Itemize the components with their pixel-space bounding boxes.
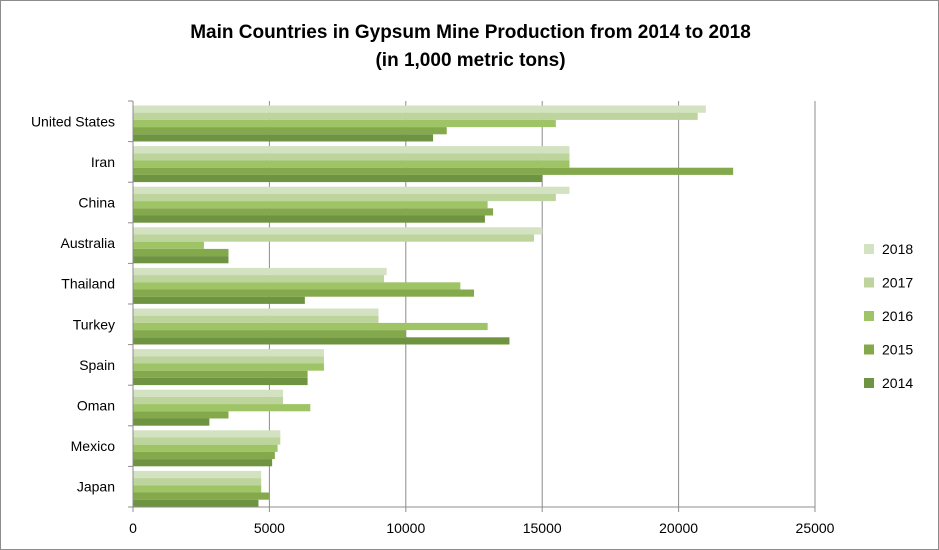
bar [133, 289, 474, 297]
x-tick-label: 10000 [386, 520, 425, 536]
x-tick-label: 0 [129, 520, 137, 536]
bars [133, 105, 734, 507]
bar [133, 248, 229, 257]
bar [133, 444, 278, 452]
bar [133, 153, 570, 161]
bar [133, 127, 447, 135]
bar [133, 160, 570, 168]
bar [133, 105, 706, 113]
bar [133, 134, 434, 142]
x-tick-label: 5000 [254, 520, 285, 536]
bar [133, 296, 305, 304]
bar [133, 330, 406, 338]
bar [133, 167, 734, 175]
legend-swatch [864, 311, 874, 321]
bar [133, 215, 485, 223]
category-label: China [78, 195, 115, 211]
x-tick-label: 25000 [796, 520, 835, 536]
bar [133, 377, 308, 386]
category-label: Australia [61, 235, 116, 251]
legend-swatch [864, 378, 874, 388]
bar [133, 234, 535, 242]
category-label: United States [31, 113, 115, 129]
bar [133, 119, 556, 128]
legend-label: 2014 [882, 375, 913, 391]
bar [133, 459, 273, 467]
category-labels: United States Iran China Australia Thailand T… [31, 113, 115, 494]
legend-swatch [864, 277, 874, 288]
bar [133, 396, 284, 405]
bar [133, 485, 262, 493]
bar [133, 315, 379, 323]
legend-swatch [864, 344, 874, 355]
bar [133, 322, 488, 331]
category-label: Spain [79, 357, 115, 373]
bar [133, 363, 324, 371]
chart-subtitle: (in 1,000 metric tons) [375, 50, 566, 71]
bar [133, 227, 543, 235]
bar [133, 337, 510, 345]
bar [133, 430, 281, 438]
legend-label: 2018 [882, 241, 913, 257]
axes [128, 100, 816, 512]
tick-labels: 0 5000 10000 15000 20000 25000 [129, 520, 835, 536]
bar [133, 282, 461, 290]
bar [133, 404, 311, 412]
bar [133, 146, 570, 154]
category-label: Oman [77, 398, 115, 414]
bar [133, 112, 698, 120]
x-tick-label: 15000 [523, 520, 562, 536]
legend-swatch [864, 244, 874, 254]
bar [133, 308, 379, 316]
chart-title: Main Countries in Gypsum Mine Production… [1, 19, 938, 75]
bar [133, 437, 281, 445]
category-label: Thailand [61, 276, 115, 292]
bar [133, 411, 229, 419]
legend: 2018 2017 2016 2015 2014 [864, 241, 913, 391]
bar [133, 174, 543, 183]
bar [133, 492, 270, 500]
bar [133, 275, 384, 283]
bar [133, 418, 210, 426]
bar [133, 208, 494, 216]
chart-title-line: Main Countries in Gypsum Mine Production… [190, 22, 751, 43]
category-label: Iran [91, 154, 115, 170]
bar [133, 370, 308, 378]
bar [133, 451, 275, 460]
category-label: Mexico [71, 438, 116, 454]
bar [133, 186, 570, 194]
bar [133, 256, 229, 264]
category-label: Japan [77, 479, 115, 495]
bar [133, 499, 259, 507]
category-label: Turkey [73, 316, 115, 332]
bar [133, 201, 488, 209]
legend-label: 2017 [882, 275, 913, 291]
bar [133, 193, 556, 202]
bar [133, 389, 284, 397]
bar [133, 241, 204, 249]
legend-label: 2015 [882, 342, 913, 358]
bar [133, 356, 324, 364]
bar [133, 478, 262, 486]
legend-label: 2016 [882, 308, 913, 324]
bar [133, 267, 387, 276]
x-tick-label: 20000 [659, 520, 698, 536]
bar [133, 349, 324, 357]
bar [133, 470, 262, 479]
